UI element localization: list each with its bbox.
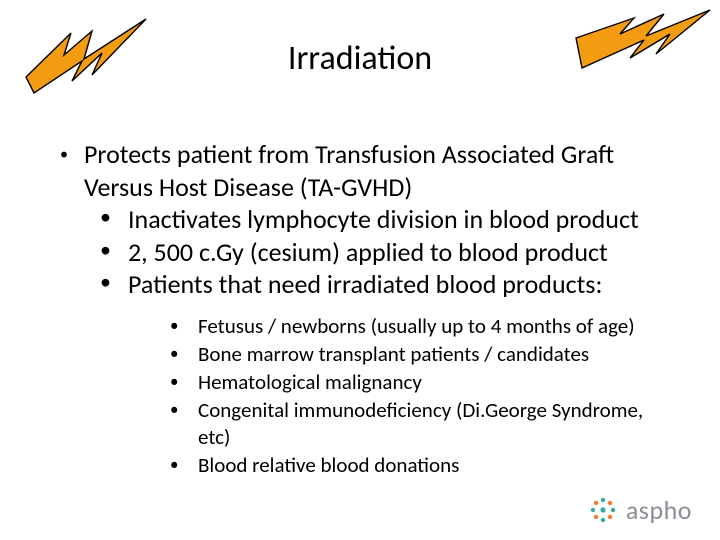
- bullet-dot-icon: •: [60, 138, 70, 165]
- bullet-lvl3-text: Congenital immunodeficiency (Di.George S…: [198, 397, 680, 450]
- bullet-lvl2: • Inactivates lymphocyte division in blo…: [100, 203, 680, 236]
- bullet-dot-icon: •: [170, 313, 184, 336]
- bullet-lvl3: • Hematological malignancy: [170, 369, 680, 395]
- slide: Irradiation • Protects patient from Tran…: [0, 0, 720, 540]
- bullet-lvl3-text: Hematological malignancy: [198, 369, 680, 395]
- bullet-dot-icon: •: [170, 369, 184, 392]
- bullet-lvl2-text: Patients that need irradiated blood prod…: [128, 268, 680, 301]
- bullet-lvl3: • Fetusus / newborns (usually up to 4 mo…: [170, 313, 680, 339]
- bullet-lvl2-text: Inactivates lymphocyte division in blood…: [128, 203, 680, 236]
- bullet-dot-icon: •: [170, 341, 184, 364]
- bullet-lvl2: • 2, 500 c.Gy (cesium) applied to blood …: [100, 236, 680, 269]
- slide-title: Irradiation: [0, 38, 720, 79]
- logo-starburst-icon: [588, 495, 618, 525]
- bullet-lvl1-text: Protects patient from Transfusion Associ…: [84, 138, 680, 203]
- bullet-dot-icon: •: [170, 452, 184, 475]
- logo-text: aspho: [626, 494, 692, 526]
- bullet-lvl3: • Congenital immunodeficiency (Di.George…: [170, 397, 680, 450]
- aspho-logo: aspho: [588, 494, 692, 526]
- bullet-dot-icon: •: [170, 397, 184, 420]
- bullet-dot-icon: •: [100, 203, 114, 231]
- bullet-lvl3-text: Blood relative blood donations: [198, 452, 680, 478]
- bullet-dot-icon: •: [100, 236, 114, 264]
- bullet-lvl3: • Blood relative blood donations: [170, 452, 680, 478]
- bullet-lvl3-group: • Fetusus / newborns (usually up to 4 mo…: [54, 313, 680, 479]
- bullet-lvl2: • Patients that need irradiated blood pr…: [100, 268, 680, 301]
- bullet-lvl3-text: Fetusus / newborns (usually up to 4 mont…: [198, 313, 680, 339]
- bullet-dot-icon: •: [100, 268, 114, 296]
- bullet-lvl1: • Protects patient from Transfusion Asso…: [60, 138, 680, 203]
- content-area: • Protects patient from Transfusion Asso…: [54, 138, 680, 478]
- bullet-lvl2-text: 2, 500 c.Gy (cesium) applied to blood pr…: [128, 236, 680, 269]
- bullet-lvl3: • Bone marrow transplant patients / cand…: [170, 341, 680, 367]
- bullet-lvl3-text: Bone marrow transplant patients / candid…: [198, 341, 680, 367]
